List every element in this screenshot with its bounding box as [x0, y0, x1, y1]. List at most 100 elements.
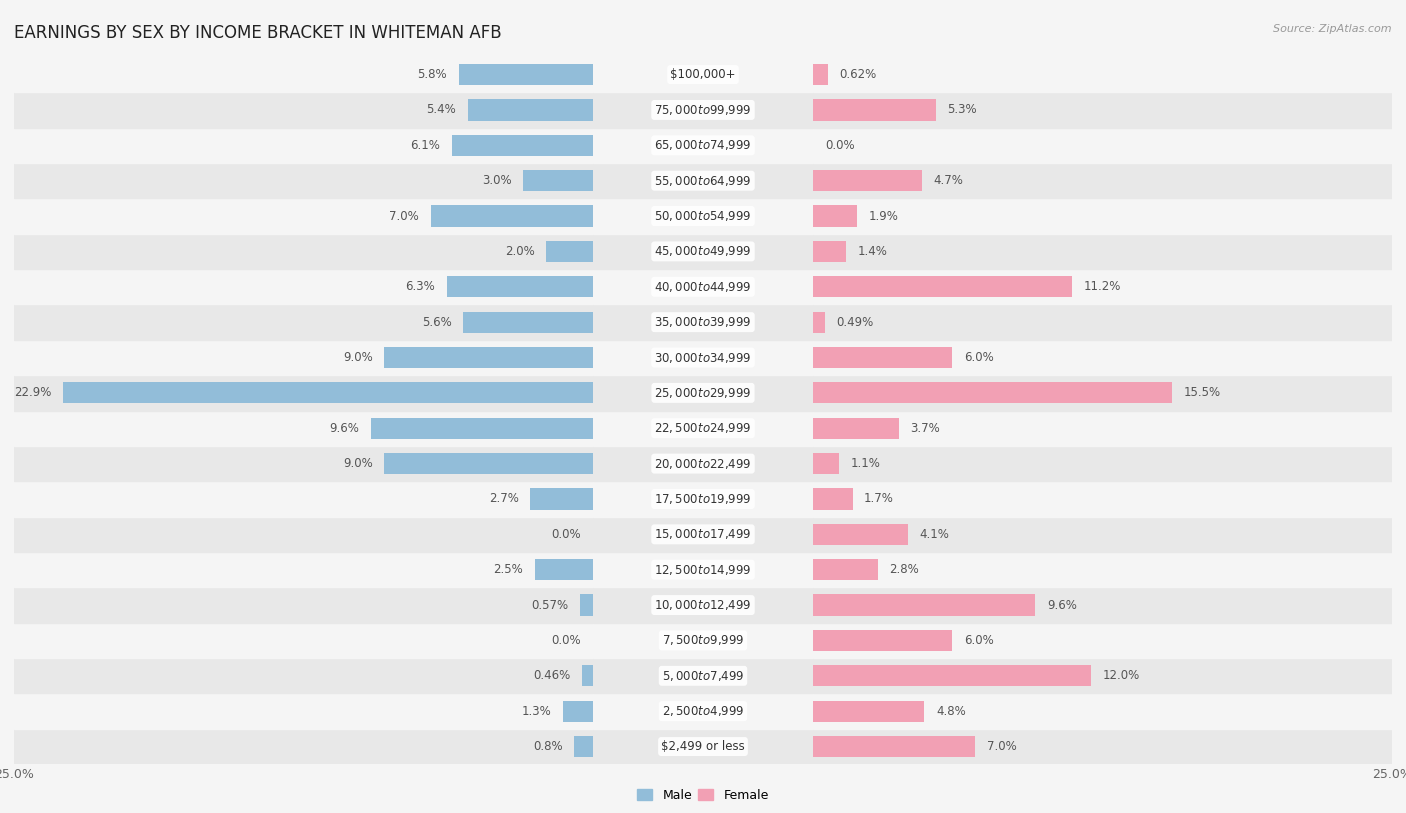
Bar — [813, 411, 1392, 446]
Bar — [813, 304, 1392, 340]
Bar — [813, 701, 924, 722]
Bar — [14, 517, 593, 552]
Bar — [813, 665, 1091, 686]
Text: 1.3%: 1.3% — [522, 705, 551, 718]
Bar — [813, 128, 1392, 163]
Bar — [813, 206, 858, 227]
Bar — [593, 340, 813, 375]
Text: $7,500 to $9,999: $7,500 to $9,999 — [662, 633, 744, 647]
Bar — [14, 198, 593, 234]
Bar — [593, 623, 813, 659]
Bar — [813, 446, 1392, 481]
Bar — [593, 57, 813, 92]
Text: $12,500 to $14,999: $12,500 to $14,999 — [654, 563, 752, 576]
Legend: Male, Female: Male, Female — [633, 784, 773, 806]
Bar — [813, 276, 1073, 298]
Text: 4.1%: 4.1% — [920, 528, 949, 541]
Bar — [813, 170, 922, 191]
Text: 1.7%: 1.7% — [865, 493, 894, 506]
Text: 2.5%: 2.5% — [494, 563, 523, 576]
Bar — [447, 276, 593, 298]
Bar — [14, 92, 593, 128]
Bar — [14, 340, 593, 375]
Bar — [562, 701, 593, 722]
Text: $5,000 to $7,499: $5,000 to $7,499 — [662, 669, 744, 683]
Text: 22.9%: 22.9% — [14, 386, 51, 399]
Text: $25,000 to $29,999: $25,000 to $29,999 — [654, 386, 752, 400]
Bar — [813, 233, 1392, 269]
Text: $50,000 to $54,999: $50,000 to $54,999 — [654, 209, 752, 223]
Bar — [813, 736, 976, 757]
Text: $30,000 to $34,999: $30,000 to $34,999 — [654, 350, 752, 364]
Text: 2.0%: 2.0% — [505, 245, 534, 258]
Text: 4.7%: 4.7% — [934, 174, 963, 187]
Bar — [813, 99, 936, 120]
Bar — [14, 128, 593, 163]
Text: 15.5%: 15.5% — [1184, 386, 1220, 399]
Bar — [813, 517, 1392, 552]
Bar — [14, 57, 593, 92]
Bar — [14, 693, 593, 729]
Bar — [813, 198, 1392, 234]
Bar — [14, 411, 593, 446]
Bar — [813, 587, 1392, 623]
Text: $45,000 to $49,999: $45,000 to $49,999 — [654, 245, 752, 259]
Text: 5.3%: 5.3% — [948, 103, 977, 116]
Bar — [463, 311, 593, 333]
Bar — [14, 233, 593, 269]
Bar — [813, 729, 1392, 764]
Text: 1.9%: 1.9% — [869, 210, 898, 223]
Text: $55,000 to $64,999: $55,000 to $64,999 — [654, 174, 752, 188]
Bar — [813, 311, 824, 333]
Text: 0.8%: 0.8% — [533, 740, 562, 753]
Text: 2.8%: 2.8% — [890, 563, 920, 576]
Bar — [451, 135, 593, 156]
Text: $40,000 to $44,999: $40,000 to $44,999 — [654, 280, 752, 293]
Text: 0.0%: 0.0% — [825, 139, 855, 152]
Text: $20,000 to $22,499: $20,000 to $22,499 — [654, 457, 752, 471]
Text: 9.0%: 9.0% — [343, 457, 373, 470]
Text: 0.57%: 0.57% — [531, 598, 568, 611]
Bar — [813, 340, 1392, 375]
Bar — [371, 418, 593, 439]
Bar — [813, 347, 952, 368]
Text: $17,500 to $19,999: $17,500 to $19,999 — [654, 492, 752, 506]
Text: 1.1%: 1.1% — [851, 457, 880, 470]
Bar — [593, 128, 813, 163]
Text: 5.4%: 5.4% — [426, 103, 456, 116]
Bar — [813, 630, 952, 651]
Bar — [14, 269, 593, 304]
Bar — [593, 587, 813, 623]
Bar — [14, 446, 593, 481]
Bar — [813, 489, 852, 510]
Bar — [63, 382, 593, 403]
Bar — [593, 376, 813, 411]
Bar — [593, 729, 813, 764]
Text: $15,000 to $17,499: $15,000 to $17,499 — [654, 528, 752, 541]
Bar — [14, 552, 593, 587]
Text: 0.49%: 0.49% — [837, 315, 873, 328]
Bar — [813, 623, 1392, 659]
Bar — [384, 347, 593, 368]
Bar — [14, 659, 593, 693]
Bar — [14, 587, 593, 623]
Text: 9.0%: 9.0% — [343, 351, 373, 364]
Text: 5.6%: 5.6% — [422, 315, 451, 328]
Bar — [813, 269, 1392, 304]
Bar — [547, 241, 593, 262]
Text: 11.2%: 11.2% — [1084, 280, 1122, 293]
Text: $10,000 to $12,499: $10,000 to $12,499 — [654, 598, 752, 612]
Text: 6.1%: 6.1% — [411, 139, 440, 152]
Text: 3.7%: 3.7% — [911, 422, 941, 435]
Bar — [14, 623, 593, 659]
Text: 0.46%: 0.46% — [533, 669, 571, 682]
Bar — [593, 233, 813, 269]
Text: $100,000+: $100,000+ — [671, 68, 735, 81]
Bar — [468, 99, 593, 120]
Bar — [813, 64, 828, 85]
Text: $22,500 to $24,999: $22,500 to $24,999 — [654, 421, 752, 435]
Bar — [384, 453, 593, 474]
Text: 2.7%: 2.7% — [489, 493, 519, 506]
Bar — [574, 736, 593, 757]
Bar — [593, 304, 813, 340]
